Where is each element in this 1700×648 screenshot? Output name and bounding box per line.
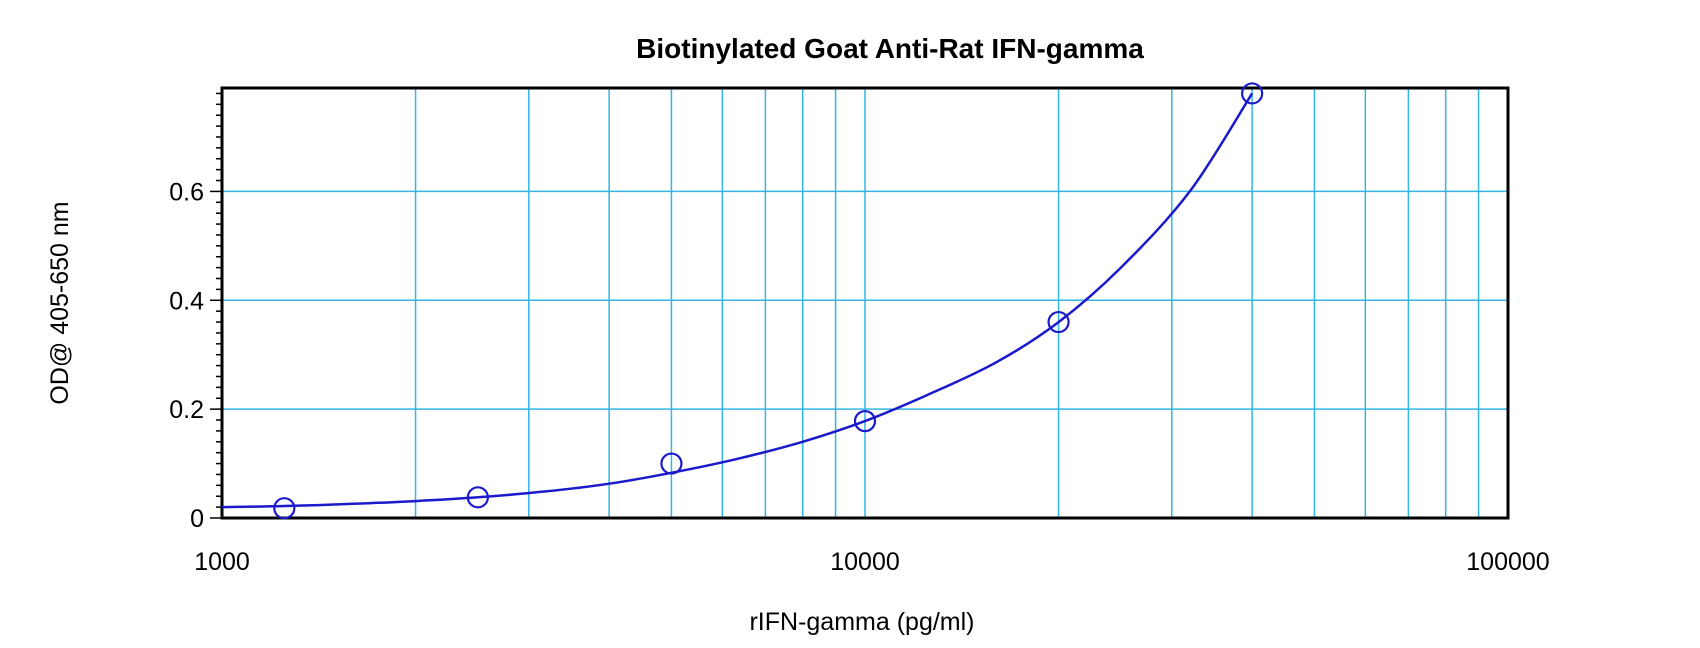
data-point xyxy=(1047,310,1070,334)
y-tick-label: 0.4 xyxy=(169,287,204,315)
y-tick-label: 0 xyxy=(190,505,204,533)
grid-lines xyxy=(222,88,1508,518)
data-points xyxy=(273,82,1264,520)
data-point xyxy=(466,486,489,509)
data-point xyxy=(660,452,683,475)
data-point xyxy=(273,497,296,520)
y-tick-label: 0.6 xyxy=(169,178,204,206)
x-tick-label: 1000 xyxy=(194,548,250,576)
plot-frame xyxy=(220,86,1510,520)
data-point xyxy=(853,410,877,433)
data-point xyxy=(1241,82,1264,105)
y-minor-ticks xyxy=(210,92,222,519)
x-tick-label: 100000 xyxy=(1466,548,1549,576)
fit-curve-line xyxy=(221,92,1254,509)
chart-title: Biotinylated Goat Anti-Rat IFN-gamma xyxy=(636,33,1144,64)
x-axis-label: rIFN-gamma (pg/ml) xyxy=(749,608,974,636)
x-tick-labels: 1000 10000 100000 xyxy=(194,548,1550,576)
y-tick-labels: 0 0.2 0.4 0.6 xyxy=(169,178,204,533)
y-tick-label: 0.2 xyxy=(169,396,204,424)
y-axis-label: OD@ 405-650 nm xyxy=(46,201,74,404)
x-tick-label: 10000 xyxy=(830,548,900,576)
